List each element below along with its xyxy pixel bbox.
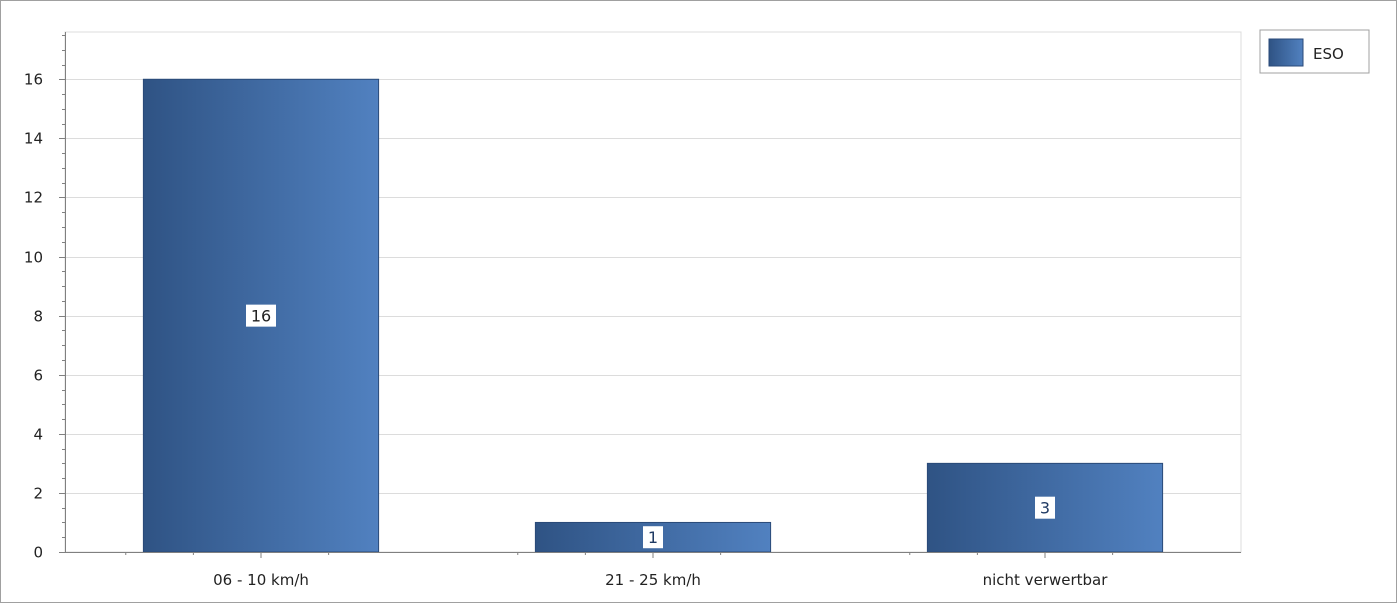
data-label-box	[246, 304, 276, 327]
data-label: 1	[648, 528, 658, 547]
data-label-box	[1035, 496, 1055, 519]
y-tick-label: 4	[33, 426, 43, 444]
y-tick-label: 14	[24, 130, 43, 148]
y-tick-label: 12	[24, 189, 43, 207]
y-tick-label: 2	[33, 485, 43, 503]
y-tick-label: 6	[33, 367, 43, 385]
axis-labels: 0 2 4 6 8 10 12 14 16 06 - 10 km/h 21 - 25 km/h nic…	[24, 71, 1108, 590]
legend-label-eso: ESO	[1313, 45, 1344, 63]
y-tick-label: 0	[33, 544, 43, 562]
data-label-box	[643, 526, 663, 549]
data-label: 16	[251, 307, 271, 326]
legend: ESO	[1259, 29, 1370, 74]
data-label: 3	[1040, 499, 1050, 518]
axes	[59, 32, 1241, 558]
x-tick-label: 06 - 10 km/h	[213, 571, 309, 589]
y-tick-label: 8	[33, 308, 43, 326]
x-tick-label: 21 - 25 km/h	[605, 571, 701, 589]
legend-swatch	[1268, 38, 1304, 67]
bars	[142, 78, 1164, 553]
x-tick-label: nicht verwertbar	[983, 571, 1109, 589]
y-tick-label: 16	[24, 71, 43, 89]
y-tick-label: 10	[24, 249, 43, 267]
